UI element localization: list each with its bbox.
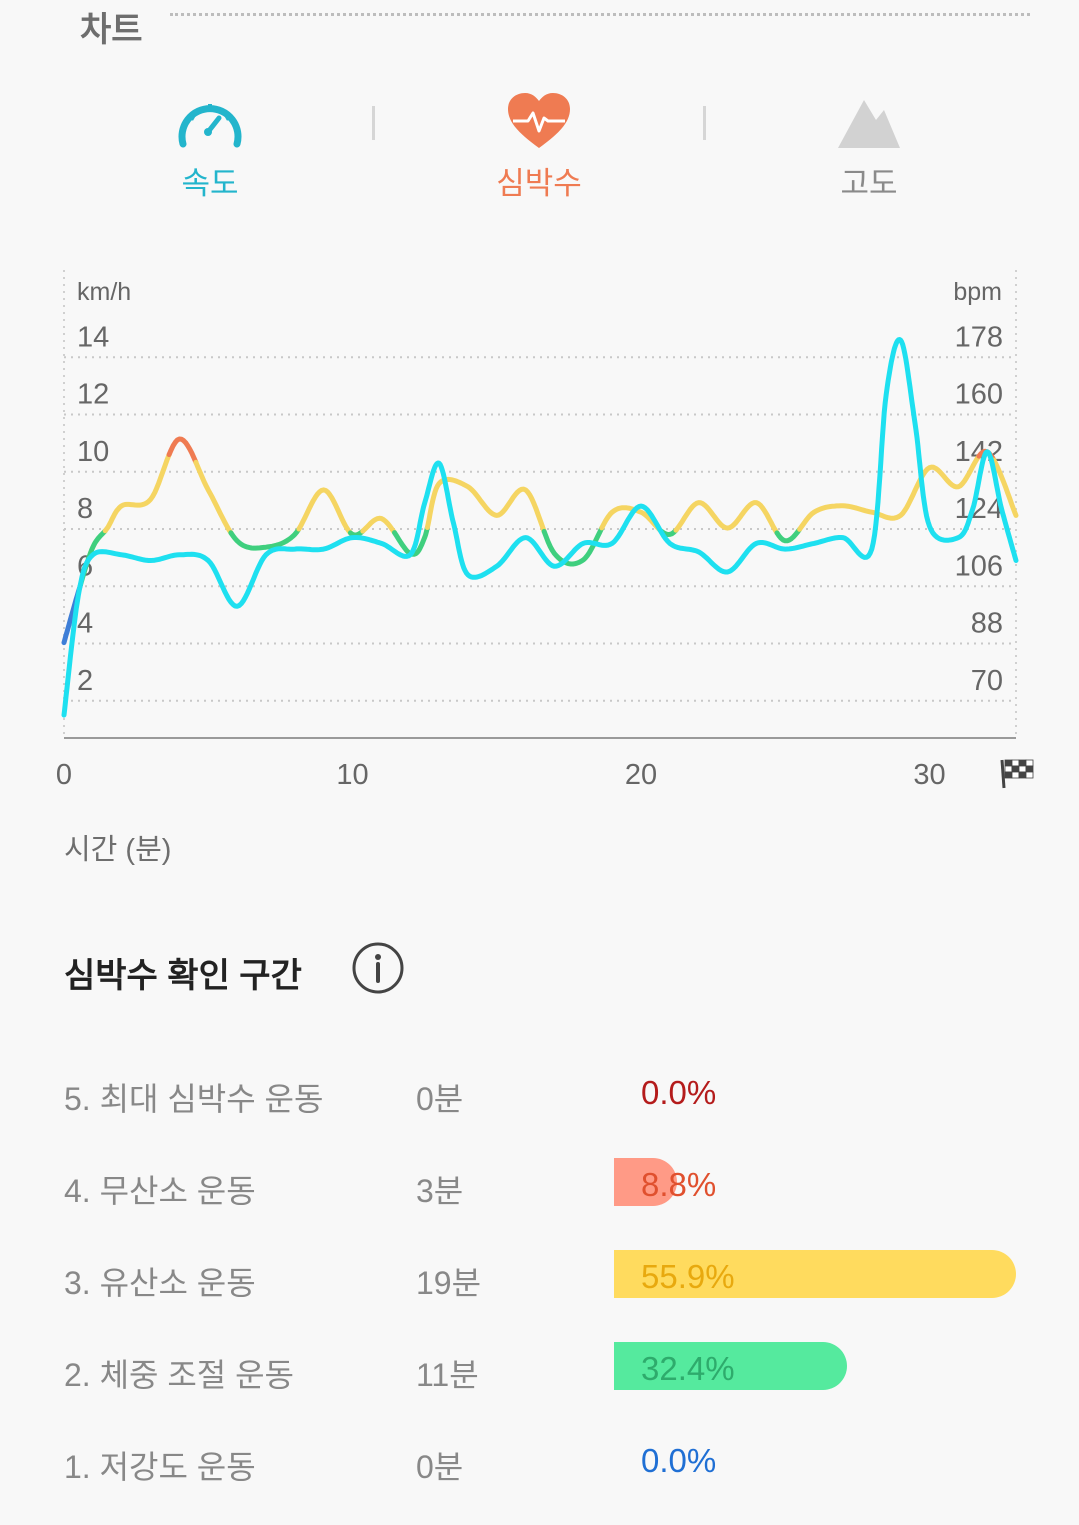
section-divider: [170, 13, 1030, 16]
tab-altitude[interactable]: 고도: [779, 90, 959, 203]
metric-tabs: 속도 심박수 고도: [0, 90, 1079, 210]
zone-bar: [614, 1250, 1016, 1298]
zone-percent: 0.0%: [641, 1442, 717, 1479]
zone-name: 3. 유산소 운동: [64, 1265, 256, 1301]
zone-title: 심박수 확인 구간: [64, 957, 302, 995]
speedometer-icon: [178, 104, 242, 148]
right-tick-label: 88: [971, 608, 1003, 640]
heart-rate-line: [360, 515, 397, 536]
zone-name: 2. 체중 조절 운동: [64, 1357, 294, 1393]
zone-duration: 3분: [416, 1173, 464, 1209]
zone-bar: [614, 1158, 677, 1206]
heart-rate-line: [541, 525, 605, 567]
left-tick-label: 14: [77, 321, 109, 353]
section-title: 차트: [80, 11, 143, 49]
heart-rate-line: [347, 528, 366, 538]
zone-percent: 8.8%: [641, 1166, 717, 1203]
left-tick-label: 8: [77, 493, 93, 525]
zone-bar: [614, 1342, 847, 1390]
speed-line: [61, 337, 1019, 718]
x-axis-title: 시간 (분): [64, 834, 172, 866]
heart-rate-line: [991, 457, 1019, 518]
heart-rate-line: [599, 505, 665, 534]
heart-pulse-icon: [508, 93, 570, 148]
x-tick-label: 30: [913, 759, 945, 791]
zone-duration: 19분: [416, 1265, 482, 1301]
info-circle-icon[interactable]: [350, 940, 406, 996]
zone-percent: 0.0%: [641, 1074, 717, 1111]
zone-row: 5. 최대 심박수 운동 0분 0.0%: [0, 1066, 1079, 1126]
left-tick-label: 12: [77, 379, 109, 411]
right-tick-label: 178: [955, 321, 1003, 353]
zone-name: 5. 최대 심박수 운동: [64, 1081, 324, 1117]
heart-rate-line: [102, 452, 172, 534]
zone-name: 1. 저강도 운동: [64, 1449, 256, 1485]
heart-rate-line: [774, 526, 803, 544]
left-tick-label: 4: [77, 608, 93, 640]
zone-row: 3. 유산소 운동 19분 55.9%: [0, 1250, 1079, 1310]
heart-rate-line: [193, 459, 234, 536]
right-axis-unit: bpm: [953, 278, 1002, 306]
tab-heart-rate-label: 심박수: [496, 166, 582, 201]
right-tick-label: 160: [955, 379, 1003, 411]
left-tick-label: 10: [77, 436, 109, 468]
chart: 2 70 4 88 6 106 8 124 10 142 12 160 14 178 km/h bpm 0 10 2…: [0, 260, 1079, 820]
left-axis-unit: km/h: [77, 278, 131, 306]
tab-separator: [372, 106, 375, 140]
zone-duration: 0분: [416, 1449, 464, 1485]
left-tick-label: 2: [77, 665, 93, 697]
zone-duration: 0분: [416, 1081, 464, 1117]
checkered-flag-icon: [1000, 759, 1034, 789]
right-tick-label: 124: [955, 493, 1003, 525]
heart-rate-line: [166, 436, 199, 465]
heart-rate-line: [797, 453, 982, 532]
tab-heart-rate[interactable]: 심박수: [449, 90, 629, 203]
zone-name: 4. 무산소 운동: [64, 1173, 256, 1209]
zone-percent: 32.4%: [641, 1350, 735, 1387]
zone-row: 2. 체중 조절 운동 11분 32.4%: [0, 1342, 1079, 1402]
tab-speed[interactable]: 속도: [120, 90, 300, 203]
tab-altitude-label: 고도: [840, 166, 898, 201]
zone-row: 4. 무산소 운동 3분 8.8%: [0, 1158, 1079, 1218]
section-header: 차트: [80, 0, 1030, 49]
heart-rate-line: [392, 525, 430, 557]
heart-rate-line: [296, 487, 353, 536]
right-tick-label: 106: [955, 550, 1003, 582]
x-tick-label: 10: [336, 759, 368, 791]
tab-speed-label: 속도: [181, 166, 239, 201]
mountain-icon: [838, 100, 900, 148]
right-tick-label: 70: [971, 665, 1003, 697]
heart-rate-line: [424, 476, 547, 534]
zone-duration: 11분: [416, 1357, 479, 1393]
tab-separator: [703, 106, 706, 140]
zone-row: 1. 저강도 운동 0분 0.0%: [0, 1434, 1079, 1494]
x-tick-label: 20: [625, 759, 657, 791]
x-tick-label: 0: [56, 759, 72, 791]
heart-rate-line: [673, 500, 780, 536]
zone-percent: 55.9%: [641, 1258, 735, 1295]
heart-rate-line: [228, 526, 302, 551]
